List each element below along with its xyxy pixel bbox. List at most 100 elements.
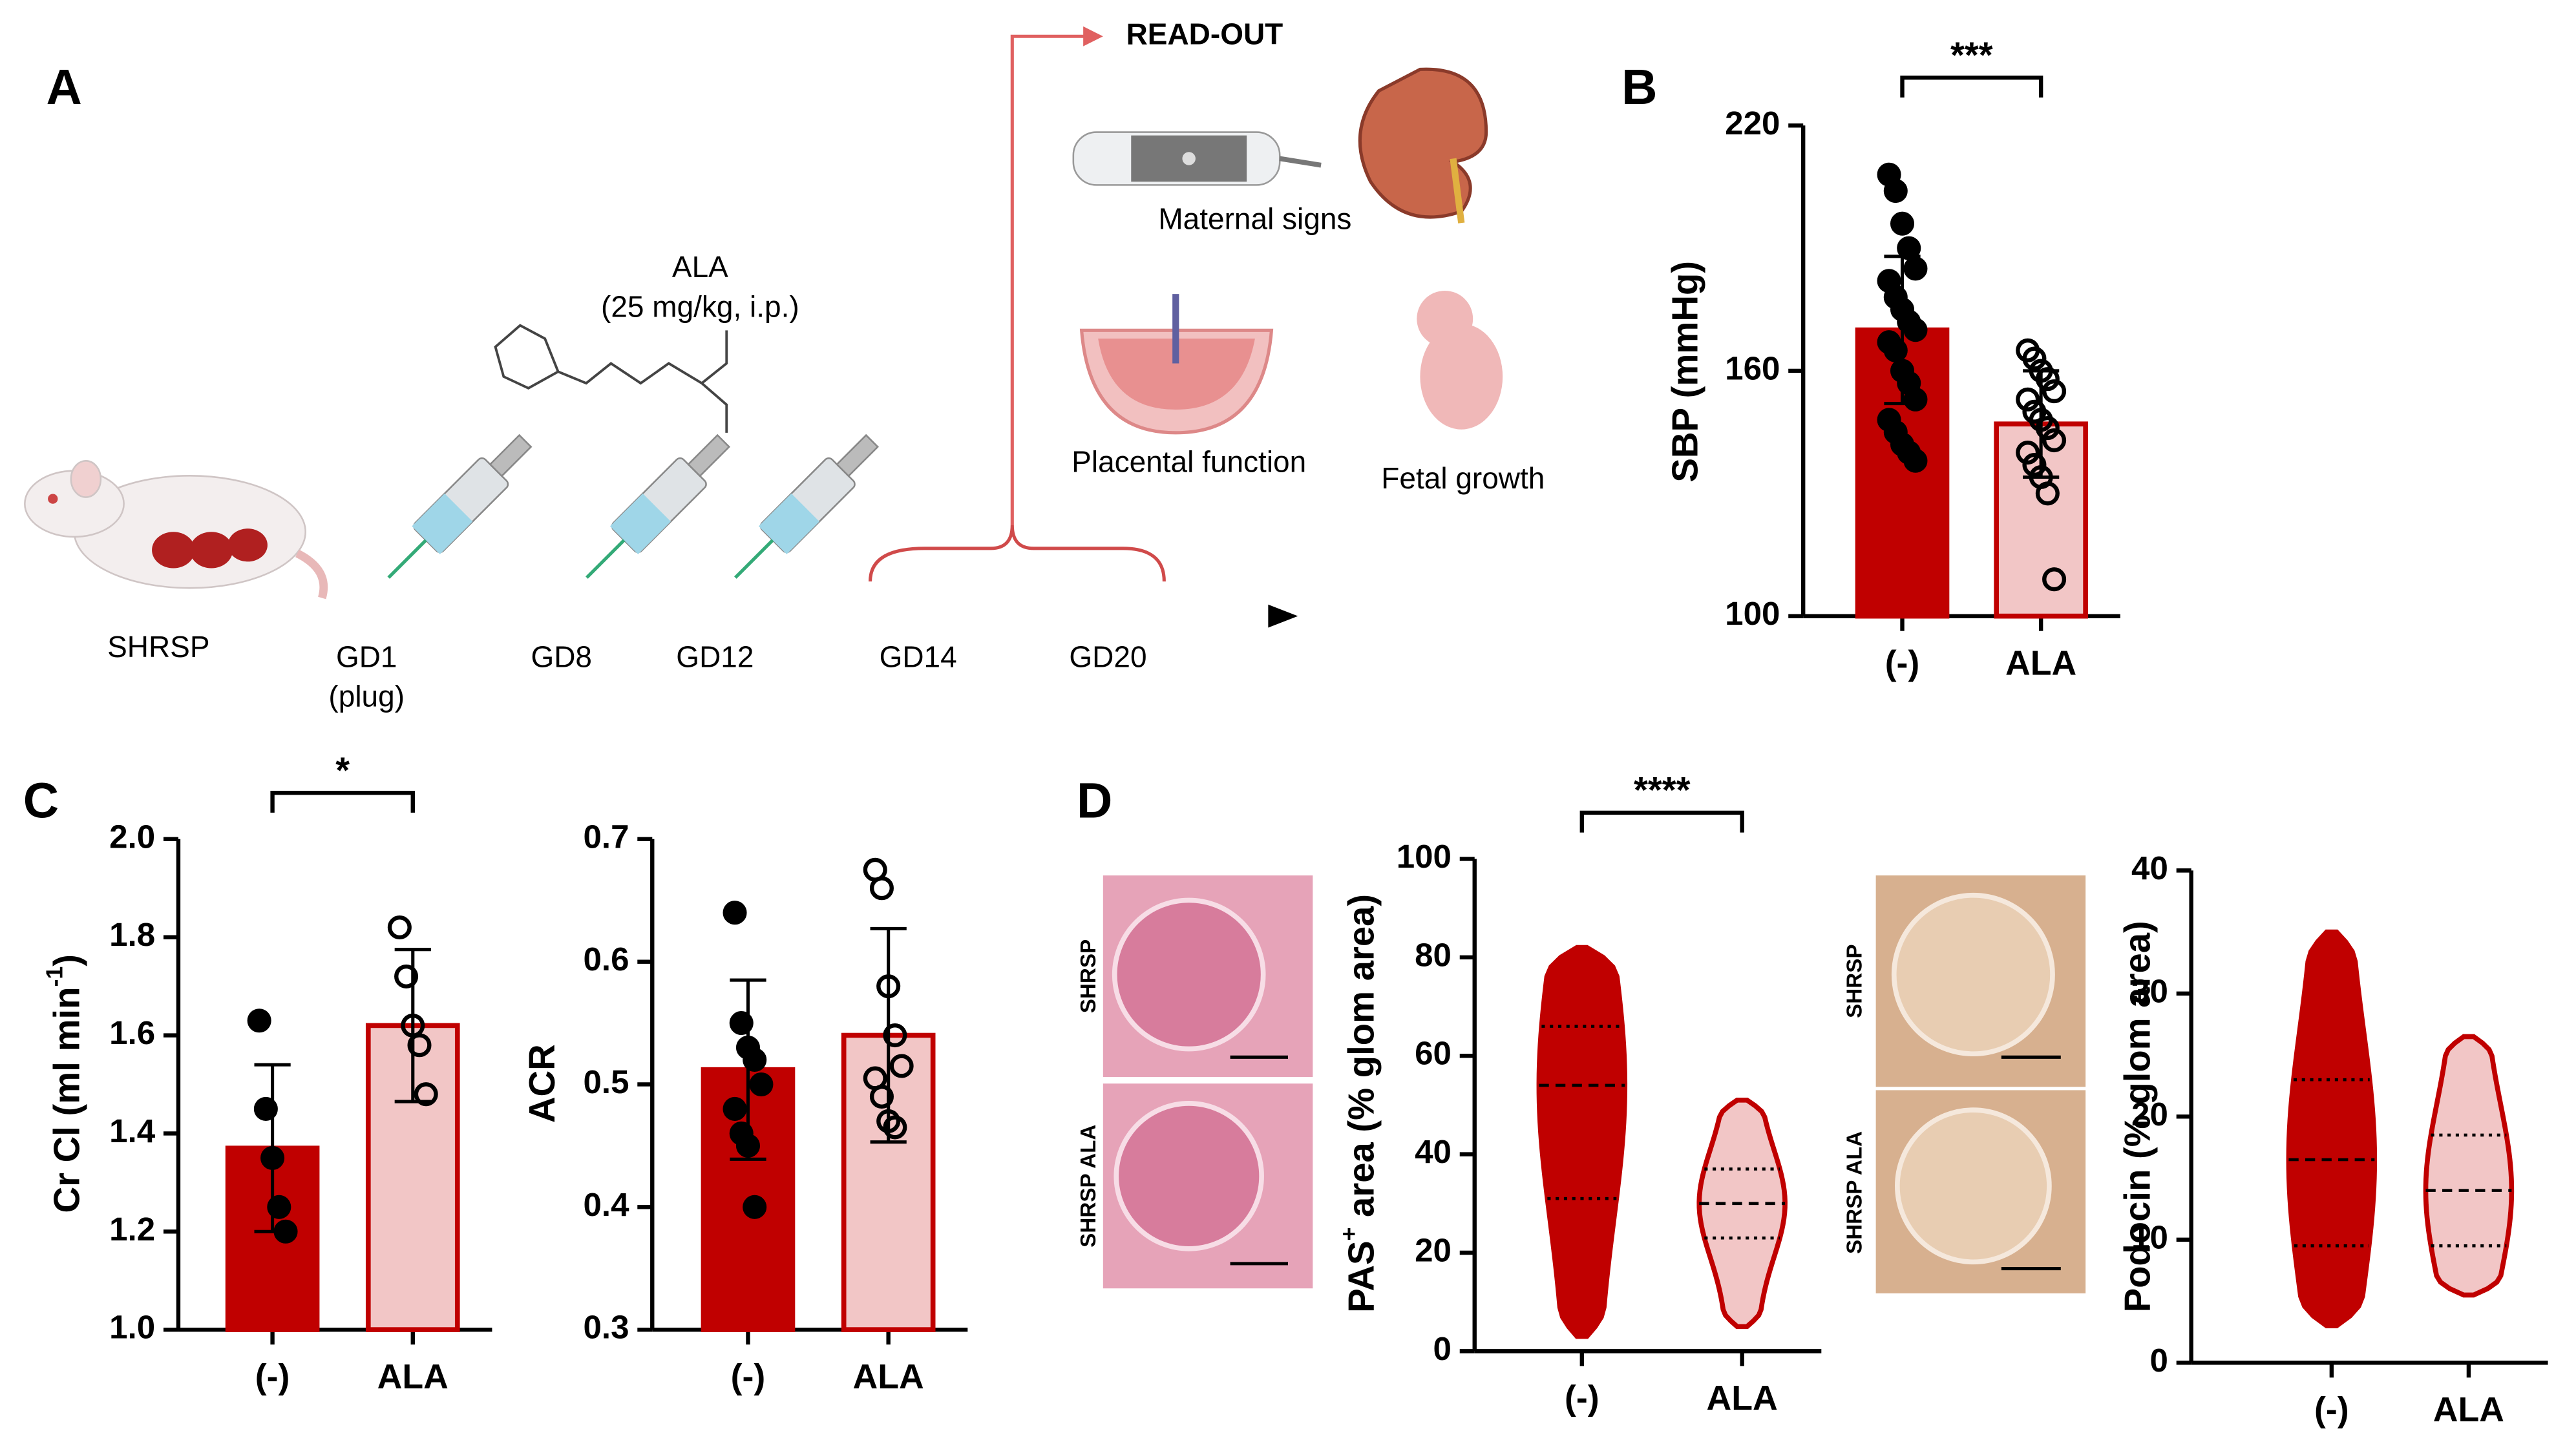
syringe-icon (586, 434, 731, 579)
pressure-device-icon (1072, 131, 1322, 186)
y-axis-label-part: area (% glom area) (1340, 894, 1381, 1228)
panel-label: B (1621, 60, 1657, 115)
x-tick-label: ALA (853, 1357, 924, 1396)
significance-bracket (270, 791, 415, 813)
data-point (876, 1109, 901, 1133)
placenta-icon (1079, 294, 1274, 435)
y-tick-label: 40 (2131, 850, 2168, 886)
y-axis-label-part: Cr Cl (ml min (46, 987, 87, 1213)
x-tick-label: (-) (2314, 1390, 2349, 1429)
y-axis-label-part: SBP (mmHg) (1664, 261, 1705, 483)
data-point (247, 1008, 271, 1033)
y-tick-label: 2.0 (109, 818, 155, 855)
violin (1696, 1097, 1788, 1330)
data-point (743, 1047, 767, 1072)
fetus-icon (1417, 290, 1503, 430)
x-tick-label: ALA (1707, 1379, 1778, 1417)
plug-label: (plug) (328, 680, 405, 713)
chart: 0 20 40 60 80 100 (-) ALA PAS+ area (% glom area… (1336, 769, 1822, 1417)
y-tick-label: 0 (2149, 1342, 2168, 1379)
y-tick-label: 40 (1415, 1133, 1452, 1170)
readout-label: READ-OUT (1126, 17, 1283, 50)
podocin-histology: SHRSP SHRSP ALA (1843, 875, 2086, 1293)
kidney-icon (1358, 67, 1488, 224)
y-tick-label: 1.2 (109, 1211, 155, 1248)
syringe-icon (387, 434, 533, 579)
data-point (889, 1054, 914, 1078)
data-point (749, 1072, 774, 1097)
x-tick-label: (-) (731, 1357, 766, 1396)
histology-label: SHRSP (1843, 944, 1867, 1018)
data-point (2022, 452, 2047, 477)
glomerulus (1895, 1107, 2052, 1265)
y-tick-label: 0.7 (583, 818, 629, 855)
y-axis-label-part: ACR (522, 1044, 562, 1123)
panel-label: D (1077, 773, 1112, 828)
data-point (1903, 387, 1928, 412)
x-tick-label: (-) (1885, 644, 1920, 683)
chart: 0.3 0.4 0.5 0.6 0.7 (-) ALA ACR (522, 818, 968, 1396)
x-tick-label: ALA (2005, 644, 2076, 683)
y-tick-label: 1.6 (109, 1014, 155, 1051)
y-tick-label: 80 (1415, 936, 1452, 973)
y-tick-label: 20 (1415, 1231, 1452, 1268)
y-tick-label: 100 (1725, 595, 1780, 632)
glomerulus (1112, 897, 1266, 1052)
panel-label: A (47, 60, 82, 115)
gd-bracket (868, 525, 1166, 582)
y-tick-label: 0.6 (583, 941, 629, 977)
significance-bracket (1579, 810, 1744, 833)
timeline-diagram: SHRSP ALA (25 mg/kg, i.p.) READ-OUT (24, 17, 1545, 713)
violin (1536, 945, 1628, 1339)
data-point (414, 1082, 438, 1107)
timepoint-label: GD8 (531, 640, 592, 673)
data-point (2022, 346, 2047, 371)
significance-bracket (1900, 75, 2043, 98)
data-point (1897, 236, 1921, 260)
data-point (735, 1133, 760, 1158)
data-point (2035, 416, 2060, 441)
x-tick-label: ALA (2433, 1390, 2504, 1429)
data-point (2016, 441, 2040, 465)
significance-label: *** (1950, 34, 1993, 75)
data-point (2042, 428, 2067, 453)
data-point (729, 1011, 754, 1036)
y-tick-label: 10 (2131, 1218, 2168, 1255)
timepoint-label: GD12 (676, 640, 754, 673)
y-tick-label: 20 (2131, 1096, 2168, 1133)
data-point (743, 1195, 767, 1219)
y-tick-label: 0 (1433, 1330, 1452, 1367)
data-point (1890, 211, 1915, 236)
data-point (1903, 318, 1928, 342)
data-point (1903, 256, 1928, 281)
significance-label: **** (1634, 769, 1691, 810)
data-point (260, 1145, 285, 1170)
maternal-label: Maternal signs (1158, 202, 1351, 236)
data-point (1883, 179, 1908, 204)
significance-label: * (335, 749, 350, 790)
x-tick-label: (-) (255, 1357, 290, 1396)
data-point (1903, 448, 1928, 473)
violin (2286, 929, 2378, 1328)
data-point (1883, 338, 1908, 362)
y-tick-label: 0.4 (583, 1186, 629, 1223)
y-axis-label: Cr Cl (ml min-1) (42, 954, 87, 1213)
timeline-arrowhead (1268, 604, 1298, 628)
fetal-label: Fetal growth (1381, 461, 1545, 495)
data-point (253, 1096, 278, 1121)
data-point (267, 1195, 291, 1219)
y-axis-label-part: Podocin (% glom area) (2117, 921, 2157, 1312)
violin (2423, 1034, 2515, 1298)
chart: 0 10 20 30 40 (-) ALA Podocin (% glom area) (2117, 850, 2548, 1429)
data-point (407, 1033, 432, 1058)
y-tick-label: 1.0 (109, 1309, 155, 1346)
histology-label: SHRSP (1077, 939, 1101, 1013)
placental-label: Placental function (1072, 445, 1306, 479)
syringe-icon (734, 434, 880, 579)
x-tick-label: (-) (1565, 1379, 1599, 1417)
y-tick-label: 1.8 (109, 916, 155, 953)
chart: 1.0 1.2 1.4 1.6 1.8 2.0 (-) ALA Cr Cl (ml min-1)… (42, 749, 492, 1396)
data-point (387, 915, 412, 940)
strain-label: SHRSP (107, 630, 209, 664)
